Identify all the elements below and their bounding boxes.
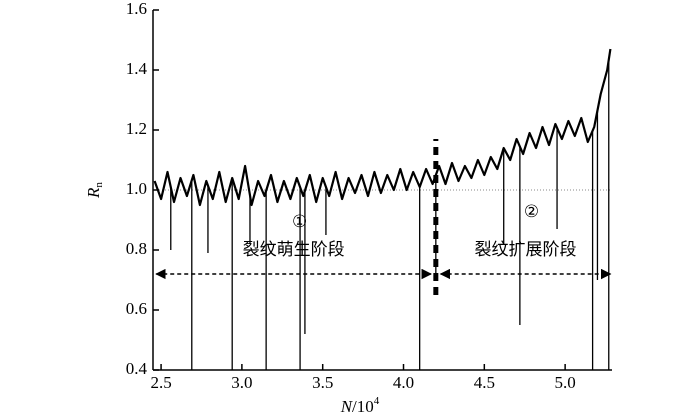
y-tick-label: 1.2: [126, 119, 147, 138]
y-tick-label: 1.6: [126, 0, 147, 18]
x-tick-label: 2.5: [150, 373, 171, 392]
stage-label: 裂纹扩展阶段: [475, 240, 577, 260]
x-tick-label: 3.0: [231, 373, 252, 392]
x-tick-label: 4.5: [474, 373, 495, 392]
signal-line: [153, 48, 612, 207]
stage-label: 裂纹萌生阶段: [243, 240, 345, 260]
x-axis-label: N/104: [340, 395, 380, 416]
stage-marker: ①: [292, 212, 307, 232]
stage-marker: ②: [524, 202, 539, 222]
x-tick-label: 4.0: [393, 373, 414, 392]
y-tick-label: 1.4: [126, 59, 148, 78]
y-axis-label: Rn: [84, 182, 105, 199]
y-tick-label: 1.0: [126, 179, 147, 198]
y-tick-label: 0.4: [126, 359, 148, 378]
y-tick-label: 0.6: [126, 299, 147, 318]
x-tick-label: 5.0: [555, 373, 576, 392]
y-tick-label: 0.8: [126, 239, 147, 258]
x-tick-label: 3.5: [312, 373, 333, 392]
